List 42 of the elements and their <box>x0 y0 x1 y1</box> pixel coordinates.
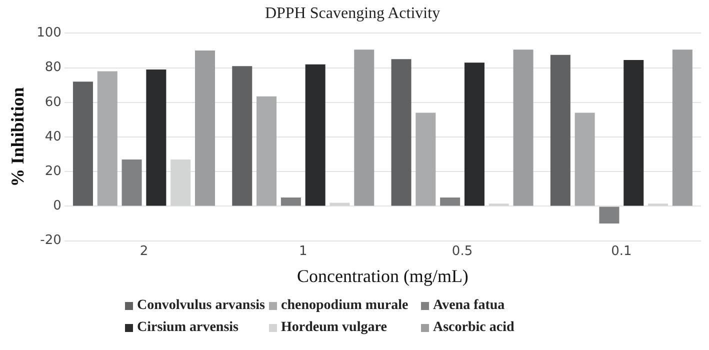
bar <box>391 59 412 206</box>
legend-label: chenopodium murale <box>281 298 408 314</box>
bar <box>354 50 374 206</box>
y-tick-label: 80 <box>44 60 62 76</box>
bar <box>97 71 118 206</box>
bar <box>256 96 277 206</box>
bar <box>170 159 191 206</box>
y-tick-label: 20 <box>44 164 62 179</box>
bar <box>416 112 436 206</box>
y-tick-label: 0 <box>53 198 62 214</box>
bar <box>232 66 252 206</box>
bar <box>330 202 350 206</box>
bar <box>599 206 620 224</box>
x-tick-label: 0.5 <box>452 244 473 259</box>
bar <box>574 112 595 206</box>
bar <box>122 159 142 206</box>
bar <box>672 50 692 206</box>
legend-label: Cirsium arvensis <box>137 320 238 336</box>
bar <box>72 82 93 206</box>
y-tick-label: 60 <box>44 94 62 110</box>
bar <box>550 54 570 206</box>
x-tick-label: 1 <box>298 244 308 259</box>
bar <box>194 50 215 206</box>
bar <box>513 50 534 206</box>
legend-label: Ascorbic acid <box>433 320 514 336</box>
x-axis-title: Concentration (mg/mL) <box>296 266 468 286</box>
y-tick-label: 100 <box>36 26 62 41</box>
legend-label: Convolvulus arvansis <box>137 298 265 314</box>
y-axis-title: % Inhibition <box>7 87 28 187</box>
x-tick-label: 2 <box>140 244 148 259</box>
bar <box>280 198 301 206</box>
bar <box>305 64 326 206</box>
legend-label: Hordeum vulgare <box>281 320 387 336</box>
bar <box>440 198 460 206</box>
chart-title: DPPH Scavenging Activity <box>264 4 440 22</box>
bar <box>146 70 166 206</box>
legend-label: Avena fatua <box>433 298 505 314</box>
x-tick-label: 0.1 <box>611 244 632 259</box>
bar <box>624 60 644 206</box>
y-tick-label: -20 <box>40 233 62 248</box>
y-tick-label: 40 <box>44 129 62 144</box>
bar <box>464 62 484 206</box>
